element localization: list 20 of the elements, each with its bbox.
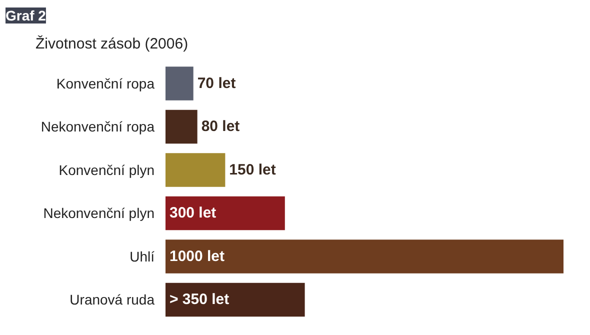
- text: Graf 2: [6, 8, 46, 24]
- y-tick-label: Konvenční ropa: [56, 75, 155, 92]
- data-label: 70 let: [197, 74, 236, 92]
- data-label: > 350 let: [169, 291, 230, 308]
- data-label: 300 let: [169, 204, 216, 222]
- bar: [166, 66, 194, 100]
- bar: [166, 240, 564, 274]
- bar: [166, 110, 198, 144]
- data-label: 150 let: [229, 161, 276, 178]
- y-tick-label: Uhlí: [130, 248, 155, 264]
- bar: [166, 282, 305, 317]
- bar: [166, 196, 285, 230]
- y-tick-label: Uranová ruda: [70, 292, 155, 308]
- chart-title: Životnost zásob (2006): [36, 34, 188, 52]
- y-tick-label: Nekonvenční plyn: [43, 205, 155, 222]
- data-label: 1000 let: [169, 248, 225, 265]
- data-label: 80 let: [201, 118, 240, 136]
- bar: [166, 153, 226, 187]
- y-tick-label: Konvenční plyn: [58, 162, 155, 178]
- y-tick-label: Nekonvenční ropa: [40, 118, 155, 135]
